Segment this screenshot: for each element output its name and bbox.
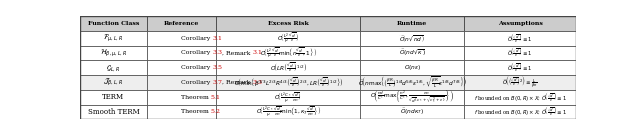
Text: 3.3: 3.3 <box>253 80 263 85</box>
Bar <box>465 31 576 46</box>
Text: $\widetilde{O}\!\left(\frac{\sqrt{d}}{\varepsilon}\right)\leq 1$: $\widetilde{O}\!\left(\frac{\sqrt{d}}{\v… <box>508 46 533 59</box>
Bar <box>360 90 465 105</box>
Text: Corollary: Corollary <box>181 65 212 70</box>
Bar <box>80 31 147 46</box>
Bar <box>360 60 465 75</box>
Bar <box>147 31 216 46</box>
Bar <box>360 75 465 90</box>
Bar <box>216 31 360 46</box>
Text: Function Class: Function Class <box>88 21 139 26</box>
Text: $O\!\left(\frac{nd}{C_*}\max\!\left\{\frac{n^2}{C_*},\frac{\varepsilon n}{\sqrt{: $O\!\left(\frac{nd}{C_*}\max\!\left\{\fr… <box>371 88 454 106</box>
Bar <box>147 90 216 105</box>
Text: Reference: Reference <box>164 21 200 26</box>
Text: $f$ bounded on $B(0,R)\times X$; $\widetilde{O}\!\left(\frac{\sqrt{d}}{\varepsil: $f$ bounded on $B(0,R)\times X$; $\widet… <box>474 91 567 104</box>
Text: $O\!\left(LR\left(\frac{\sqrt{d}}{\varepsilon}\right)^{1/2}\right)$: $O\!\left(LR\left(\frac{\sqrt{d}}{\varep… <box>269 62 307 74</box>
Text: $O\!\left(\frac{L^2 C_*}{\mu}\frac{\sqrt{d}}{\varepsilon n}\min\!\left\{1,\kappa: $O\!\left(\frac{L^2 C_*}{\mu}\frac{\sqrt… <box>256 104 321 119</box>
Bar <box>147 16 216 31</box>
Text: TERM: TERM <box>102 93 125 101</box>
Bar <box>465 105 576 119</box>
Bar <box>216 46 360 60</box>
Text: , Remark: , Remark <box>223 80 253 85</box>
Bar <box>360 31 465 46</box>
Text: 3.1: 3.1 <box>253 50 263 55</box>
Text: Assumptions: Assumptions <box>498 21 543 26</box>
Bar <box>465 60 576 75</box>
Bar <box>80 60 147 75</box>
Text: , Remark: , Remark <box>223 50 253 55</box>
Text: Theorem: Theorem <box>181 95 211 100</box>
Bar <box>147 75 216 90</box>
Text: $\widetilde{O}(nd\sqrt{\kappa})$: $\widetilde{O}(nd\sqrt{\kappa})$ <box>399 48 426 58</box>
Text: $\mathcal{J}_{\beta,L,R}$: $\mathcal{J}_{\beta,L,R}$ <box>103 77 124 88</box>
Text: $O\!\left(\min\!\left\{\beta^{1/3}L^{2/3}R^{4/3}\left(\frac{\sqrt{d}}{\varepsilo: $O\!\left(\min\!\left\{\beta^{1/3}L^{2/3… <box>234 76 343 89</box>
Text: Corollary: Corollary <box>181 50 212 55</box>
Text: $\mathcal{F}_{\mu,L,R}$: $\mathcal{F}_{\mu,L,R}$ <box>103 32 124 44</box>
Bar <box>465 16 576 31</box>
Bar <box>80 105 147 119</box>
Bar <box>147 105 216 119</box>
Text: Runtime: Runtime <box>397 21 428 26</box>
Bar <box>360 16 465 31</box>
Text: $f$ bounded on $B(0,R)\times X$; $\widetilde{O}\!\left(\frac{\sqrt{d}}{\varepsil: $f$ bounded on $B(0,R)\times X$; $\widet… <box>474 105 567 118</box>
Bar <box>465 46 576 60</box>
Bar <box>465 90 576 105</box>
Text: $\mathcal{G}_{L,R}$: $\mathcal{G}_{L,R}$ <box>106 63 120 73</box>
Text: 3.1: 3.1 <box>212 36 223 41</box>
Bar <box>216 16 360 31</box>
Bar <box>360 105 465 119</box>
Text: $O\!\left(\frac{L^2}{\mu}\frac{\sqrt{d}}{\varepsilon}\right)$: $O\!\left(\frac{L^2}{\mu}\frac{\sqrt{d}}… <box>277 31 300 45</box>
Bar <box>80 75 147 90</box>
Bar <box>80 90 147 105</box>
Text: $\widetilde{O}\!\left(\frac{\sqrt{d}}{\varepsilon}\right)\leq 1$: $\widetilde{O}\!\left(\frac{\sqrt{d}}{\v… <box>508 32 533 45</box>
Text: $\widetilde{O}(nd\kappa_T)$: $\widetilde{O}(nd\kappa_T)$ <box>400 107 424 117</box>
Text: 3.7: 3.7 <box>212 80 223 85</box>
Bar <box>216 105 360 119</box>
Text: Theorem: Theorem <box>181 109 211 114</box>
Text: $\widetilde{O}\!\left(\frac{\sqrt{d}}{\varepsilon}\right)\leq 1$: $\widetilde{O}\!\left(\frac{\sqrt{d}}{\v… <box>508 61 533 74</box>
Text: 3.3: 3.3 <box>212 50 223 55</box>
Text: $\widetilde{O}\!\left(n\sqrt{nd}\right)$: $\widetilde{O}\!\left(n\sqrt{nd}\right)$ <box>399 33 425 44</box>
Text: Smooth TERM: Smooth TERM <box>88 108 140 116</box>
Bar <box>80 46 147 60</box>
Bar <box>147 46 216 60</box>
Bar <box>216 75 360 90</box>
Text: 5.1: 5.1 <box>211 95 221 100</box>
Text: Corollary: Corollary <box>181 36 212 41</box>
Text: $\widetilde{O}\!\left(\left(\frac{\sqrt{d}}{\varepsilon}\right)^{2}\right)\leq\f: $\widetilde{O}\!\left(\left(\frac{\sqrt{… <box>502 74 538 90</box>
Text: $\mathcal{H}_{\beta,\mu,L,R}$: $\mathcal{H}_{\beta,\mu,L,R}$ <box>100 47 127 59</box>
Text: $O\!\left(\frac{L^2 C_*}{\mu}\frac{\sqrt{d}}{\varepsilon n}\right)$: $O\!\left(\frac{L^2 C_*}{\mu}\frac{\sqrt… <box>275 90 302 105</box>
Bar <box>360 46 465 60</box>
Text: 3.5: 3.5 <box>212 65 223 70</box>
Bar <box>465 75 576 90</box>
Text: $O\!\left(\frac{L^2}{\mu}\frac{\sqrt{d}}{\varepsilon}\min\!\left\{n\frac{\sqrt{d: $O\!\left(\frac{L^2}{\mu}\frac{\sqrt{d}}… <box>260 46 317 60</box>
Text: Corollary: Corollary <box>181 80 212 85</box>
Text: 5.2: 5.2 <box>211 109 221 114</box>
Bar <box>80 16 147 31</box>
Bar <box>216 90 360 105</box>
Text: $\widetilde{O}\!\left(n\max\!\left\{\left(\frac{\beta R}{L}\right)^{1/4}\!d^{5/6: $\widetilde{O}\!\left(n\max\!\left\{\lef… <box>358 75 467 90</box>
Text: $O(n\varepsilon)$: $O(n\varepsilon)$ <box>403 63 421 72</box>
Bar <box>216 60 360 75</box>
Bar <box>147 60 216 75</box>
Text: Excess Risk: Excess Risk <box>268 21 308 26</box>
